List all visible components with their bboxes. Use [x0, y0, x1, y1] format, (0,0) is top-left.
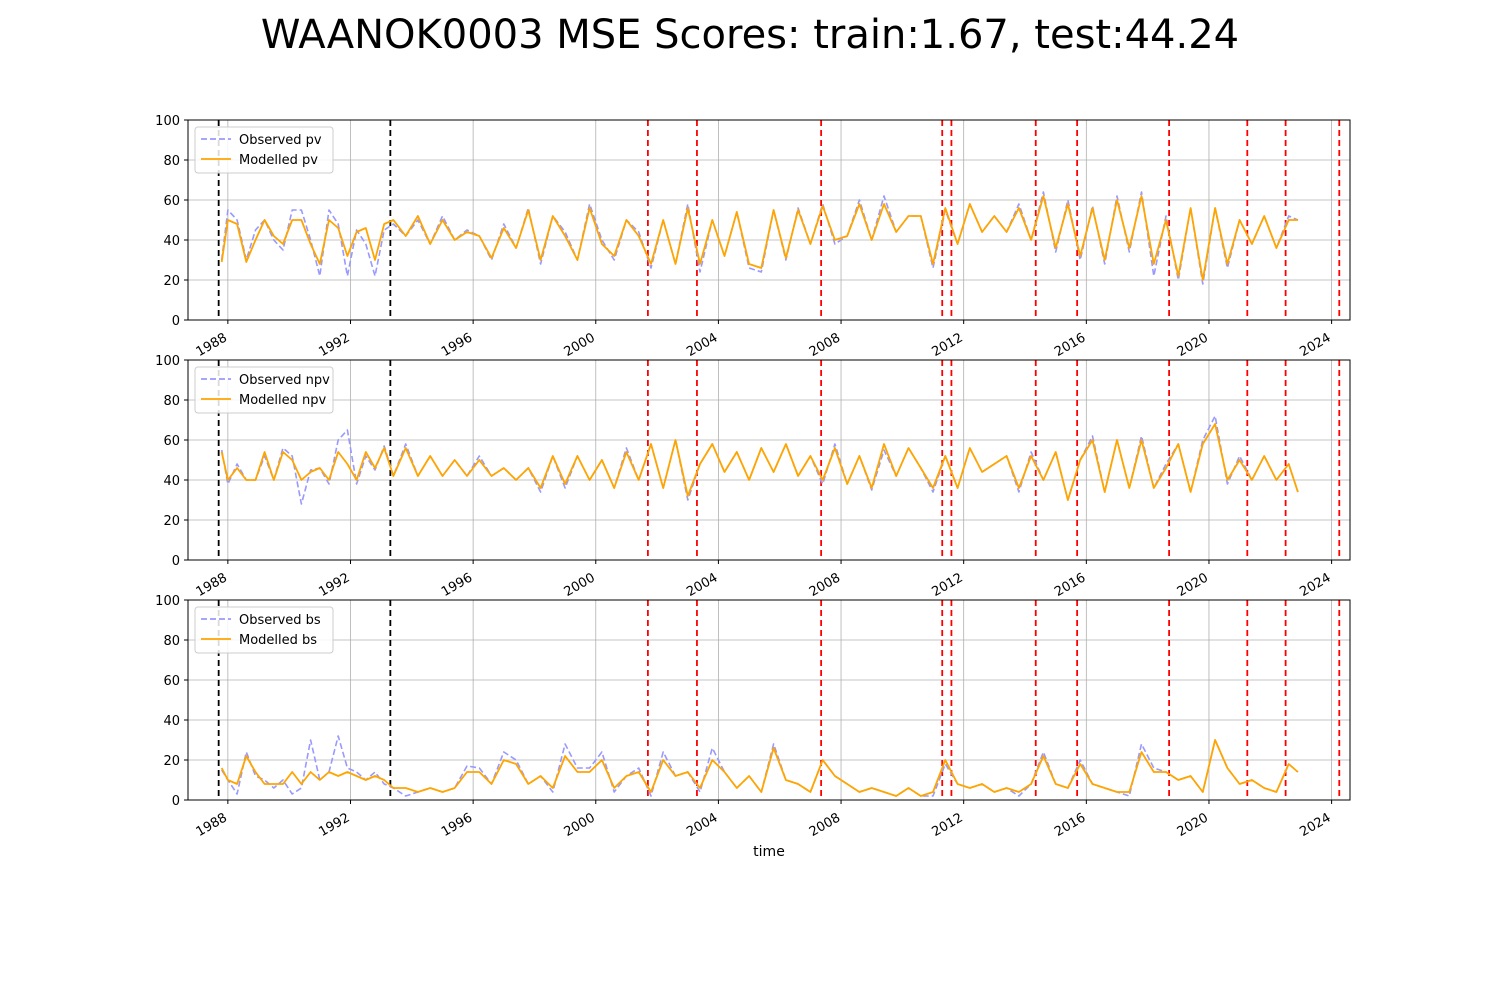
plot-frame	[187, 119, 1351, 321]
y-tick-label: 100	[155, 114, 180, 129]
x-tick-label: 1996	[439, 570, 475, 600]
y-tick-label: 20	[163, 274, 180, 289]
x-tick-label: 2008	[807, 330, 843, 360]
x-tick-label: 2004	[684, 810, 720, 840]
subplot-npv: 0 20 40 60 80 100 1988 1992 1996 2000 2004 2008 2012…	[155, 354, 1351, 600]
y-tick-label: 20	[163, 514, 180, 529]
x-tick-label: 2020	[1175, 810, 1211, 840]
x-tick-label: 2012	[930, 570, 966, 600]
legend-entry-label: Modelled pv	[239, 153, 318, 168]
y-tick-label: 0	[172, 554, 180, 569]
x-tick-label: 2012	[930, 810, 966, 840]
x-tick-label: 2024	[1297, 330, 1333, 360]
observed-series-line	[220, 191, 1299, 285]
modelled-series-line	[220, 195, 1298, 281]
y-tick-label: 40	[163, 234, 180, 249]
modelled-series-line	[220, 739, 1299, 797]
x-tick-label: 1996	[439, 810, 475, 840]
x-tick-label: 2012	[930, 330, 966, 360]
y-tick-label: 0	[172, 314, 180, 329]
x-tick-label: 1988	[194, 810, 230, 840]
y-tick-label: 60	[163, 194, 180, 209]
x-tick-label: 2020	[1175, 570, 1211, 600]
x-tick-label: 2000	[562, 810, 598, 840]
x-tick-label: 2016	[1052, 570, 1088, 600]
x-tick-label: 2016	[1052, 330, 1088, 360]
x-tick-label: 2008	[807, 810, 843, 840]
legend-entry-label: Modelled npv	[239, 393, 327, 408]
x-tick-label: 1988	[194, 330, 230, 360]
x-tick-label: 1996	[439, 330, 475, 360]
x-tick-label: 1992	[316, 330, 352, 360]
x-tick-label: 1992	[316, 570, 352, 600]
y-tick-label: 100	[155, 594, 180, 609]
x-tick-label: 2016	[1052, 810, 1088, 840]
plot-frame	[187, 359, 1351, 561]
legend-entry-label: Observed pv	[239, 133, 322, 148]
x-tick-label: 2004	[684, 570, 720, 600]
y-tick-label: 20	[163, 754, 180, 769]
legend-entry-label: Observed npv	[239, 373, 330, 388]
x-tick-label: 2004	[684, 330, 720, 360]
y-tick-label: 80	[163, 394, 180, 409]
subplot-pv: 0 20 40 60 80 100 1988 1992 1996 2000 2004 2008 2012…	[155, 114, 1351, 360]
y-tick-label: 40	[163, 714, 180, 729]
x-tick-label: 2000	[562, 570, 598, 600]
x-axis-label: time	[753, 844, 785, 860]
x-tick-label: 2024	[1297, 570, 1333, 600]
y-tick-label: 80	[163, 634, 180, 649]
x-tick-label: 2008	[807, 570, 843, 600]
x-tick-label: 1992	[316, 810, 352, 840]
modelled-series-line	[220, 423, 1299, 501]
x-tick-label: 1988	[194, 570, 230, 600]
legend-entry-label: Observed bs	[239, 613, 321, 628]
y-tick-label: 100	[155, 354, 180, 369]
plot-frame	[187, 599, 1351, 801]
y-tick-label: 40	[163, 474, 180, 489]
x-tick-label: 2024	[1297, 810, 1333, 840]
x-tick-label: 2020	[1175, 330, 1211, 360]
y-tick-label: 0	[172, 794, 180, 809]
x-tick-label: 2000	[562, 330, 598, 360]
y-tick-label: 60	[163, 434, 180, 449]
y-tick-label: 60	[163, 674, 180, 689]
legend-entry-label: Modelled bs	[239, 633, 317, 648]
y-tick-label: 80	[163, 154, 180, 169]
subplot-bs: 0 20 40 60 80 100 1988 1992 1996 2000 2004 2008 2012…	[155, 594, 1351, 860]
chart-title: WAANOK0003 MSE Scores: train:1.67, test:…	[260, 12, 1240, 58]
